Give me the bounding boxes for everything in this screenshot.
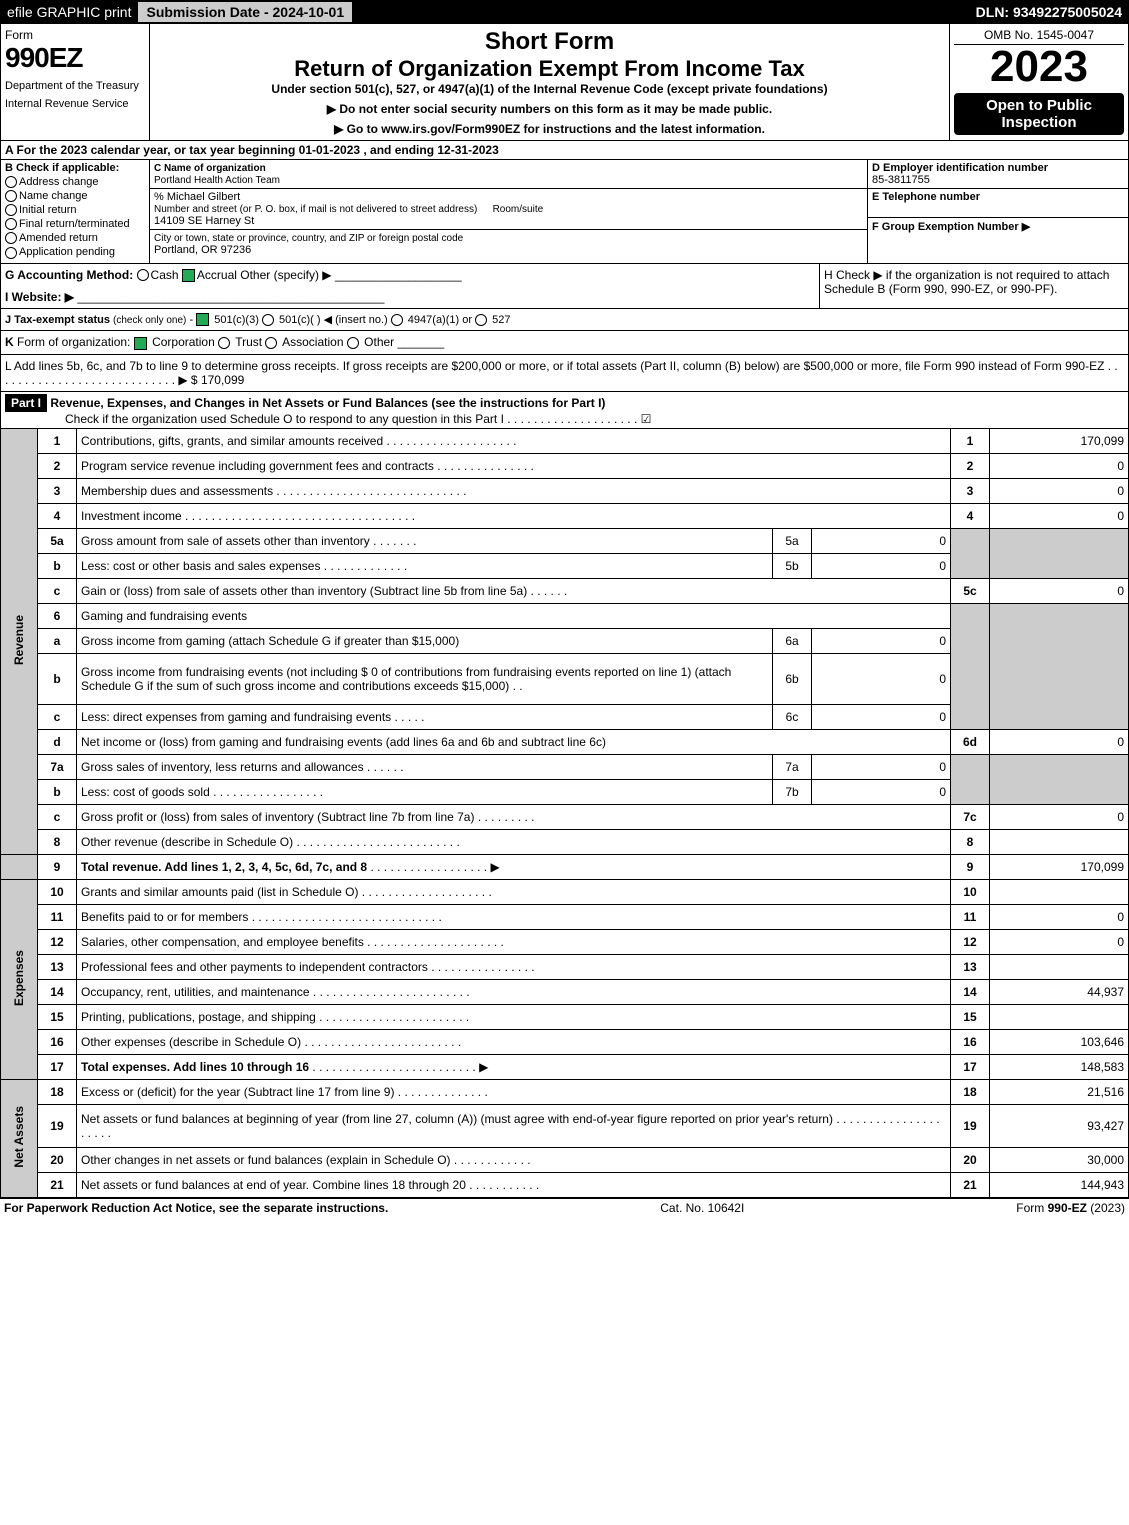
side-net-assets: Net Assets — [12, 1106, 26, 1168]
line-17: 17 Total expenses. Add lines 10 through … — [1, 1054, 1129, 1079]
chk-name[interactable]: Name change — [5, 190, 145, 202]
line-11: 11 Benefits paid to or for members . . .… — [1, 904, 1129, 929]
line-7a: 7a Gross sales of inventory, less return… — [1, 754, 1129, 779]
line-18: Net Assets 18 Excess or (deficit) for th… — [1, 1079, 1129, 1104]
open-to-public: Open to Public Inspection — [954, 93, 1124, 135]
info-block: B Check if applicable: Address change Na… — [0, 160, 1129, 264]
line-13: 13 Professional fees and other payments … — [1, 954, 1129, 979]
line-6d: d Net income or (loss) from gaming and f… — [1, 729, 1129, 754]
part1-table: Revenue 1 Contributions, gifts, grants, … — [0, 429, 1129, 1198]
line-16: 16 Other expenses (describe in Schedule … — [1, 1029, 1129, 1054]
line-1: Revenue 1 Contributions, gifts, grants, … — [1, 429, 1129, 454]
footer-right: Form 990-EZ (2023) — [1016, 1201, 1125, 1215]
b-label: B Check if applicable: — [5, 162, 145, 174]
chk-assoc[interactable] — [265, 337, 277, 349]
goto-link[interactable]: ▶ Go to www.irs.gov/Form990EZ for instru… — [154, 122, 945, 136]
line-20: 20 Other changes in net assets or fund b… — [1, 1147, 1129, 1172]
ssn-warning: ▶ Do not enter social security numbers o… — [154, 102, 945, 116]
form-header: Form 990EZ Department of the Treasury In… — [0, 24, 1129, 141]
chk-trust[interactable] — [218, 337, 230, 349]
chk-527[interactable] — [475, 314, 487, 326]
e-label: E Telephone number — [872, 191, 980, 203]
line-5a: 5a Gross amount from sale of assets othe… — [1, 528, 1129, 553]
chk-initial[interactable]: Initial return — [5, 204, 145, 216]
street: 14109 SE Harney St — [154, 215, 254, 227]
part1-title: Revenue, Expenses, and Changes in Net As… — [50, 396, 605, 410]
footer-mid: Cat. No. 10642I — [660, 1201, 744, 1215]
footer: For Paperwork Reduction Act Notice, see … — [0, 1198, 1129, 1217]
chk-app-pending[interactable]: Application pending — [5, 246, 145, 258]
chk-address[interactable]: Address change — [5, 176, 145, 188]
i-label: I Website: ▶ — [5, 290, 74, 304]
d-label: D Employer identification number — [872, 162, 1048, 174]
chk-final[interactable]: Final return/terminated — [5, 218, 145, 230]
h-label: H Check ▶ if the organization is not req… — [824, 268, 1124, 296]
tax-year: 2023 — [954, 45, 1124, 89]
line-4: 4 Investment income . . . . . . . . . . … — [1, 503, 1129, 528]
city-label: City or town, state or province, country… — [154, 233, 463, 244]
line-15: 15 Printing, publications, postage, and … — [1, 1004, 1129, 1029]
line-14: 14 Occupancy, rent, utilities, and maint… — [1, 979, 1129, 1004]
street-label: Number and street (or P. O. box, if mail… — [154, 204, 477, 215]
row-ghi: G Accounting Method: Cash Accrual Other … — [0, 264, 1129, 309]
side-revenue: Revenue — [12, 615, 26, 665]
line-19: 19 Net assets or fund balances at beginn… — [1, 1104, 1129, 1147]
row-a-tax-year: A For the 2023 calendar year, or tax yea… — [0, 141, 1129, 160]
line-21: 21 Net assets or fund balances at end of… — [1, 1172, 1129, 1197]
row-k: K Form of organization: Corporation Trus… — [0, 331, 1129, 354]
row-l: L Add lines 5b, 6c, and 7b to line 9 to … — [0, 355, 1129, 392]
c-label: C Name of organization — [154, 163, 266, 174]
line-2: 2 Program service revenue including gove… — [1, 453, 1129, 478]
line-6: 6 Gaming and fundraising events — [1, 603, 1129, 628]
part1-header: Part I Revenue, Expenses, and Changes in… — [0, 392, 1129, 429]
dln: DLN: 93492275005024 — [970, 2, 1128, 22]
chk-501c3[interactable] — [196, 313, 209, 326]
irs: Internal Revenue Service — [5, 92, 145, 110]
side-expenses: Expenses — [12, 950, 26, 1006]
org-name: Portland Health Action Team — [154, 175, 280, 186]
g-label: G Accounting Method: — [5, 268, 133, 282]
under-section: Under section 501(c), 527, or 4947(a)(1)… — [154, 82, 945, 96]
row-j: J Tax-exempt status (check only one) - 5… — [0, 309, 1129, 332]
return-title: Return of Organization Exempt From Incom… — [154, 56, 945, 82]
g-other: Other (specify) ▶ — [240, 268, 331, 282]
line-9: 9 Total revenue. Add lines 1, 2, 3, 4, 5… — [1, 854, 1129, 879]
line-8: 8 Other revenue (describe in Schedule O)… — [1, 829, 1129, 854]
form-word: Form — [5, 28, 145, 42]
chk-amended[interactable]: Amended return — [5, 232, 145, 244]
f-label: F Group Exemption Number ▶ — [872, 221, 1030, 233]
form-number: 990EZ — [5, 42, 145, 74]
line-5c: c Gain or (loss) from sale of assets oth… — [1, 578, 1129, 603]
care-of: % Michael Gilbert — [154, 191, 240, 203]
chk-cash[interactable] — [137, 269, 149, 281]
submission-date: Submission Date - 2024-10-01 — [137, 1, 353, 23]
top-bar: efile GRAPHIC print Submission Date - 20… — [0, 0, 1129, 24]
chk-corp[interactable] — [134, 337, 147, 350]
line-7c: c Gross profit or (loss) from sales of i… — [1, 804, 1129, 829]
part1-check: Check if the organization used Schedule … — [5, 412, 651, 426]
chk-other-org[interactable] — [347, 337, 359, 349]
ein: 85-3811755 — [872, 174, 930, 186]
chk-4947[interactable] — [391, 314, 403, 326]
dept-treasury: Department of the Treasury — [5, 74, 145, 92]
efile-label[interactable]: efile GRAPHIC print — [1, 2, 137, 22]
footer-left: For Paperwork Reduction Act Notice, see … — [4, 1201, 388, 1215]
city: Portland, OR 97236 — [154, 244, 251, 256]
room-label: Room/suite — [493, 204, 544, 215]
line-12: 12 Salaries, other compensation, and emp… — [1, 929, 1129, 954]
line-10: Expenses 10 Grants and similar amounts p… — [1, 879, 1129, 904]
chk-accrual[interactable] — [182, 269, 195, 282]
chk-501c[interactable] — [262, 314, 274, 326]
part1-label: Part I — [5, 394, 47, 412]
short-form-title: Short Form — [154, 28, 945, 56]
line-3: 3 Membership dues and assessments . . . … — [1, 478, 1129, 503]
